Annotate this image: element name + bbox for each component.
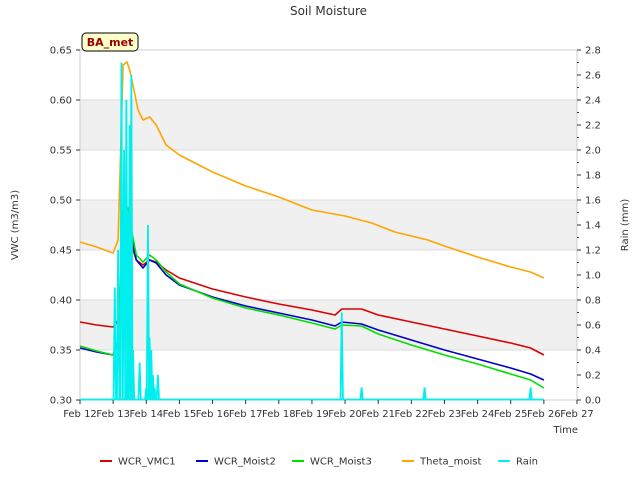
x-tick-label: Feb 14 (129, 409, 163, 420)
y-right-tick-label: 1.8 (585, 171, 601, 182)
y-tick-label: 0.60 (50, 96, 72, 107)
y-tick-label: 0.45 (50, 246, 72, 257)
y-right-tick-label: 1.6 (585, 196, 601, 207)
rain-spike (112, 287, 117, 401)
y-right-tick-label: 1.2 (585, 246, 601, 257)
x-tick-label: Feb 18 (262, 409, 296, 420)
site-label-text: BA_met (87, 36, 134, 49)
legend-label: WCR_Moist2 (214, 457, 276, 468)
x-tick-label: Feb 19 (295, 409, 329, 420)
y-tick-label: 0.40 (50, 296, 72, 307)
legend-label: WCR_VMC1 (118, 457, 176, 468)
y-tick-label: 0.50 (50, 196, 72, 207)
x-tick-label: Feb 25 (494, 409, 528, 420)
site-label-badge: BA_met (81, 32, 139, 52)
x-tick-label: Feb 15 (163, 409, 197, 420)
rain-spike (422, 387, 427, 401)
x-tick-label: Feb 22 (395, 409, 429, 420)
x-tick-label: Feb 17 (229, 409, 263, 420)
x-tick-label: Feb 24 (461, 409, 495, 420)
rain-spike (116, 249, 121, 401)
y-tick-label: 0.30 (50, 396, 72, 407)
series-layer (79, 61, 545, 401)
rain-spike (129, 74, 134, 401)
rain-spike (359, 387, 364, 401)
grid-band (80, 100, 577, 150)
y-right-tick-label: 2.4 (585, 96, 601, 107)
x-tick-label: Feb 21 (361, 409, 395, 420)
x-axis-ticks: Feb 12 Feb 13 Feb 14 Feb 15 Feb 16 Feb 17 Feb … (63, 400, 594, 420)
rain-spike (155, 374, 160, 401)
legend-label: WCR_Moist3 (310, 457, 372, 468)
x-tick-label: Feb 12 (63, 409, 97, 420)
legend-label: Theta_moist (419, 457, 481, 468)
y-right-tick-label: 0.8 (585, 296, 601, 307)
y-right-tick-label: 2.0 (585, 146, 601, 157)
y-right-tick-label: 2.2 (585, 121, 601, 132)
x-tick-label: Feb 26 (527, 409, 561, 420)
x-tick-label: Feb 13 (96, 409, 130, 420)
y-right-tick-label: 2.6 (585, 71, 601, 82)
y-axis-label: VWC (m3/m3) (10, 190, 21, 260)
y-tick-label: 0.65 (50, 46, 72, 57)
rain-spike (137, 362, 142, 401)
y-right-tick-label: 0.6 (585, 321, 601, 332)
chart-title: Soil Moisture (290, 4, 367, 18)
rain-spike (119, 62, 124, 401)
rain-spike (130, 349, 136, 401)
series-line-theta-moist (79, 61, 545, 279)
x-tick-label: Feb 27 (560, 409, 594, 420)
legend: WCR_VMC1 WCR_Moist2 WCR_Moist3 Theta_moist R… (100, 457, 538, 468)
y-right-axis-label: Rain (mm) (620, 199, 631, 252)
x-tick-label: Feb 16 (196, 409, 230, 420)
x-axis-label: Time (553, 425, 578, 436)
y-axis-ticks: 0.30 0.35 0.40 0.45 0.50 0.55 0.60 0.65 (50, 46, 80, 407)
legend-label: Rain (516, 457, 538, 468)
rain-spike (528, 387, 533, 401)
y-tick-label: 0.35 (50, 346, 72, 357)
x-tick-label: Feb 20 (328, 409, 362, 420)
y-right-tick-label: 1.0 (585, 271, 601, 282)
y-right-tick-label: 1.4 (585, 221, 601, 232)
y-right-tick-label: 0.2 (585, 371, 601, 382)
grid-bands (80, 100, 577, 350)
grid-band (80, 200, 577, 250)
y-tick-label: 0.55 (50, 146, 72, 157)
x-tick-label: Feb 23 (428, 409, 462, 420)
y-right-tick-label: 0.0 (585, 396, 601, 407)
y-right-tick-label: 2.8 (585, 46, 601, 57)
y-right-tick-label: 0.4 (585, 346, 601, 357)
rain-spike (339, 312, 344, 401)
y-right-axis-ticks: 0.0 0.2 0.4 0.6 0.8 1.0 1.2 1.4 1.6 1.8 2.0 2.2 2.4 2… (577, 46, 601, 407)
rain-spike (152, 387, 157, 401)
